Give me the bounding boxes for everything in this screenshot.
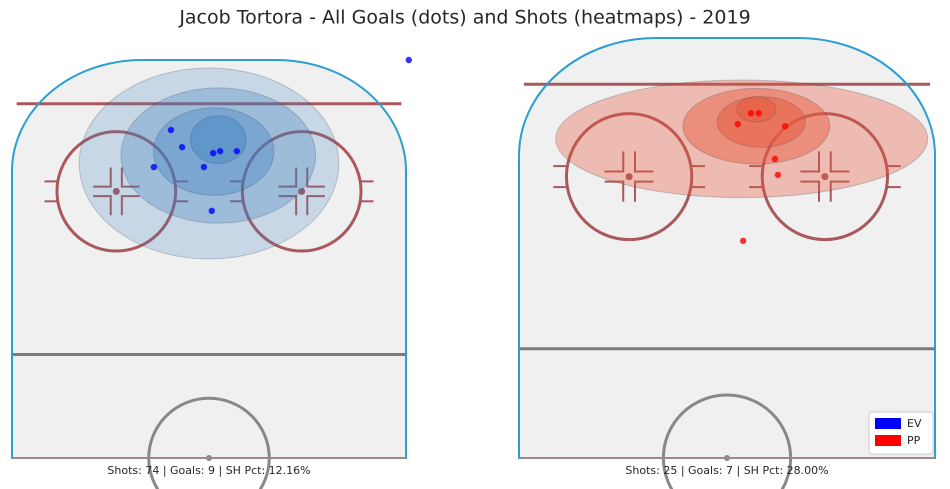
faceoff-l: [306, 167, 325, 188]
legend-label: PP: [907, 434, 921, 447]
ice: [12, 60, 406, 458]
faceoff-l: [306, 195, 325, 216]
faceoff-dot: [821, 173, 829, 181]
goal-dot: [178, 143, 186, 151]
shot-heatmap: [189, 115, 247, 164]
faceoff-l: [278, 167, 298, 188]
legend-label: EV: [907, 417, 922, 430]
legend-swatch: [875, 435, 901, 446]
faceoff-circle: [564, 112, 694, 242]
faceoff-circle: [760, 112, 890, 242]
faceoff-l: [633, 180, 654, 202]
faceoff-l: [120, 167, 140, 188]
faceoff-l: [120, 195, 140, 216]
boards: [11, 59, 407, 459]
goal-dot: [208, 207, 215, 215]
caption: Shots: 25 | Goals: 7 | SH Pct: 28.00%: [625, 464, 828, 477]
faceoff-l: [93, 167, 112, 188]
goal-dot: [755, 109, 763, 117]
goal-dot: [209, 149, 217, 157]
goal-dot: [747, 109, 755, 117]
faceoff-l: [800, 180, 821, 202]
goal-dot: [739, 237, 747, 245]
chart-title: Jacob Tortora - All Goals (dots) and Sho…: [178, 7, 750, 29]
faceoff-l: [800, 151, 821, 173]
goal-dot: [734, 120, 741, 128]
faceoff-l: [278, 195, 298, 216]
legend-swatch: [875, 418, 901, 429]
goal-dot: [167, 126, 175, 134]
goal-dot: [200, 163, 208, 171]
faceoff-l: [93, 195, 112, 216]
faceoff-dot: [625, 173, 633, 181]
faceoff-circle: [240, 130, 363, 253]
faceoff-l: [604, 180, 625, 202]
shot-heatmap: [78, 67, 340, 260]
goal-dot: [233, 147, 241, 155]
faceoff-l: [604, 151, 625, 173]
faceoff-dot: [112, 187, 120, 195]
faceoff-dot: [298, 187, 306, 195]
shot-heatmap: [120, 87, 317, 224]
ice: [519, 38, 935, 458]
faceoff-l: [633, 151, 654, 173]
goal-dot: [216, 147, 224, 155]
goal-dot: [405, 56, 412, 64]
faceoff-l: [829, 151, 850, 173]
faceoff-circle: [55, 130, 178, 253]
goal-dot: [774, 171, 782, 179]
goal-dot: [782, 123, 789, 130]
rink: [11, 59, 407, 489]
goal-dot: [150, 163, 158, 171]
faceoff-l: [829, 180, 850, 202]
caption: Shots: 74 | Goals: 9 | SH Pct: 12.16%: [107, 464, 310, 477]
boards: [518, 37, 936, 459]
rink: [518, 37, 936, 489]
goal-dot: [771, 155, 779, 163]
shot-heatmap: [736, 96, 777, 123]
